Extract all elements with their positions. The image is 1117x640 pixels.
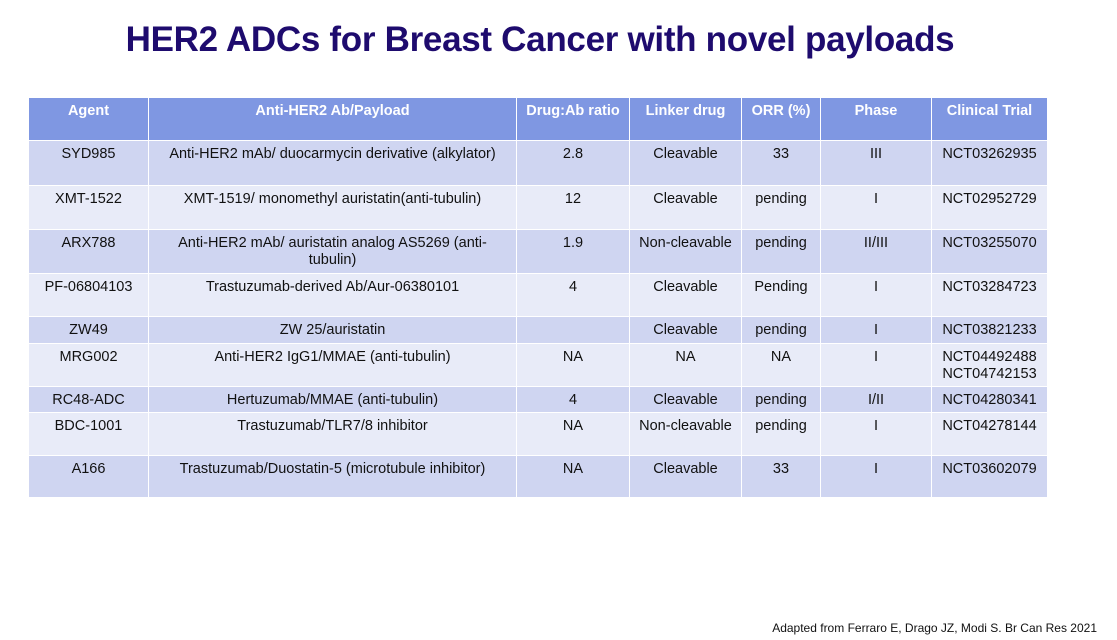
table-cell: NCT03255070 — [931, 229, 1048, 274]
table-cell: I — [820, 185, 932, 230]
source-note: Adapted from Ferraro E, Drago JZ, Modi S… — [772, 621, 1097, 635]
column-header: Linker drug — [629, 97, 742, 141]
table-cell: I — [820, 316, 932, 344]
table-cell: ZW49 — [28, 316, 149, 344]
table-cell: I — [820, 412, 932, 456]
table-row: ZW49 ZW 25/auristatin Cleavable pending I NCT… — [28, 316, 1048, 344]
table-cell: I/II — [820, 386, 932, 413]
table-row: SYD985 Anti-HER2 mAb/ duocarmycin derivat… — [28, 140, 1048, 186]
table-cell: I — [820, 343, 932, 387]
table-cell: 1.9 — [516, 229, 630, 274]
table-cell: Trastuzumab/TLR7/8 inhibitor — [148, 412, 517, 456]
table-cell: PF-06804103 — [28, 273, 149, 317]
table-cell: pending — [741, 412, 821, 456]
table-cell: NA — [741, 343, 821, 387]
table-cell: Non-cleavable — [629, 229, 742, 274]
column-header: Drug:Ab ratio — [516, 97, 630, 141]
table-cell: Non-cleavable — [629, 412, 742, 456]
table-cell: Anti-HER2 IgG1/MMAE (anti-tubulin) — [148, 343, 517, 387]
table-row: ARX788 Anti-HER2 mAb/ auristatin analog A… — [28, 229, 1048, 274]
table-cell: NCT03602079 — [931, 455, 1048, 498]
table-cell: Cleavable — [629, 316, 742, 344]
table: Agent Anti-HER2 Ab/Payload Drug:Ab ratio Li… — [28, 97, 1048, 498]
table-cell: NCT04278144 — [931, 412, 1048, 456]
table-cell: III — [820, 140, 932, 186]
table-cell: NCT02952729 — [931, 185, 1048, 230]
table-cell: A166 — [28, 455, 149, 498]
table-row: MRG002 Anti-HER2 IgG1/MMAE (anti-tubulin)… — [28, 343, 1048, 387]
table-cell: XMT-1522 — [28, 185, 149, 230]
header-row: Agent Anti-HER2 Ab/Payload Drug:Ab ratio Li… — [28, 97, 1048, 141]
table-cell: 33 — [741, 455, 821, 498]
column-header: Phase — [820, 97, 932, 141]
table-cell: NCT04492488 NCT04742153 — [931, 343, 1048, 387]
table-cell: Pending — [741, 273, 821, 317]
table-cell: ZW 25/auristatin — [148, 316, 517, 344]
table-cell: NCT03284723 — [931, 273, 1048, 317]
column-header: Clinical Trial — [931, 97, 1048, 141]
table-cell: ARX788 — [28, 229, 149, 274]
slide-title: HER2 ADCs for Breast Cancer with novel p… — [125, 20, 955, 59]
table-cell: NA — [516, 455, 630, 498]
table-row: PF-06804103 Trastuzumab-derived Ab/Aur-06… — [28, 273, 1048, 317]
table-row: XMT-1522 XMT-1519/ monomethyl auristatin(… — [28, 185, 1048, 230]
table-cell: 33 — [741, 140, 821, 186]
table-cell: pending — [741, 386, 821, 413]
column-header: ORR (%) — [741, 97, 821, 141]
table-cell: Cleavable — [629, 273, 742, 317]
table-cell: NA — [516, 412, 630, 456]
table-cell: MRG002 — [28, 343, 149, 387]
table-cell: XMT-1519/ monomethyl auristatin(anti-tub… — [148, 185, 517, 230]
table-cell: RC48-ADC — [28, 386, 149, 413]
table-cell: 4 — [516, 386, 630, 413]
table-cell: NCT04280341 — [931, 386, 1048, 413]
table-cell: Cleavable — [629, 455, 742, 498]
table-cell: II/III — [820, 229, 932, 274]
table-cell: Trastuzumab/Duostatin-5 (microtubule inh… — [148, 455, 517, 498]
table-cell: pending — [741, 316, 821, 344]
table-cell: BDC-1001 — [28, 412, 149, 456]
table-row: BDC-1001 Trastuzumab/TLR7/8 inhibitor NA No… — [28, 412, 1048, 456]
table-cell: Cleavable — [629, 386, 742, 413]
column-header: Agent — [28, 97, 149, 141]
table-cell: pending — [741, 229, 821, 274]
table-cell: 12 — [516, 185, 630, 230]
table-cell: Anti-HER2 mAb/ auristatin analog AS5269 … — [148, 229, 517, 274]
table-cell: Anti-HER2 mAb/ duocarmycin derivative (a… — [148, 140, 517, 186]
table-cell: NCT03262935 — [931, 140, 1048, 186]
column-header: Anti-HER2 Ab/Payload — [148, 97, 517, 141]
table-cell: 2.8 — [516, 140, 630, 186]
table-cell: pending — [741, 185, 821, 230]
table-row: A166 Trastuzumab/Duostatin-5 (microtubule… — [28, 455, 1048, 498]
table-row: RC48-ADC Hertuzumab/MMAE (anti-tubulin) 4 C… — [28, 386, 1048, 413]
table-cell: Cleavable — [629, 140, 742, 186]
table-cell: NA — [629, 343, 742, 387]
table-cell: I — [820, 455, 932, 498]
table-cell: I — [820, 273, 932, 317]
table-cell: NA — [516, 343, 630, 387]
table-cell: Hertuzumab/MMAE (anti-tubulin) — [148, 386, 517, 413]
table-cell: SYD985 — [28, 140, 149, 186]
table-cell: 4 — [516, 273, 630, 317]
table-cell: Cleavable — [629, 185, 742, 230]
empty-cell — [516, 316, 630, 344]
table-cell: Trastuzumab-derived Ab/Aur-06380101 — [148, 273, 517, 317]
table-cell: NCT03821233 — [931, 316, 1048, 344]
